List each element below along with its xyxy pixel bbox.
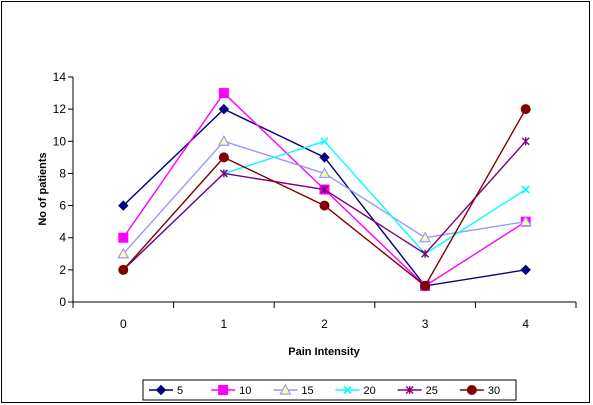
data-point [421,249,430,258]
legend-marker [405,386,414,394]
legend-label: 25 [426,385,438,397]
y-tick-label: 14 [53,70,67,84]
legend-item-10: 10 [211,385,251,397]
legend-marker [343,385,352,395]
data-point [521,185,530,194]
x-tick-label: 0 [120,317,127,331]
y-tick-label: 6 [59,199,66,213]
y-tick-label: 4 [59,231,66,245]
data-point [219,169,228,178]
data-point [318,167,331,179]
y-tick-label: 0 [59,295,66,309]
data-point [319,152,330,163]
legend-label: 20 [364,385,376,397]
data-point [218,88,229,99]
y-tick-label: 12 [53,102,67,116]
data-point [117,247,130,259]
legend-marker [279,383,292,395]
data-point [118,264,129,275]
y-tick-label: 2 [59,263,66,277]
data-point [419,231,432,243]
legend-label: 30 [488,385,500,397]
legend: 5 10 15 20 25 30 [142,379,517,401]
legend-box [142,379,517,401]
legend-label: 5 [177,385,183,397]
legend-item-25: 25 [397,385,438,397]
data-point [319,200,330,211]
y-tick-label: 8 [59,166,66,180]
data-point [320,185,329,194]
data-point [520,264,531,276]
series-30 [118,104,531,291]
data-point [520,104,531,115]
legend-marker [155,384,167,396]
data-point [118,232,129,243]
series-layer [117,88,532,292]
legend-item-15: 15 [273,383,314,397]
data-point [118,200,129,211]
legend-label: 15 [301,385,313,397]
y-tick-label: 10 [53,134,67,148]
data-point [218,103,230,115]
data-point [320,137,329,146]
data-point [521,137,530,146]
legend-item-5: 5 [149,384,183,397]
data-point [519,215,532,227]
x-tick-label: 3 [422,317,429,331]
legend-marker [466,385,477,395]
data-point [217,135,230,146]
x-axis-title: Pain Intensity [288,346,360,358]
legend-item-20: 20 [335,385,376,397]
x-tick-label: 1 [221,317,228,331]
legend-item-30: 30 [459,385,500,397]
y-axis-title: No of patients [37,152,49,225]
series-5 [118,103,531,292]
x-tick-label: 4 [522,317,529,331]
legend-marker [218,385,229,395]
legend-label: 10 [239,385,251,397]
data-point [218,152,229,163]
x-tick-label: 2 [321,317,328,331]
data-point [420,280,431,291]
